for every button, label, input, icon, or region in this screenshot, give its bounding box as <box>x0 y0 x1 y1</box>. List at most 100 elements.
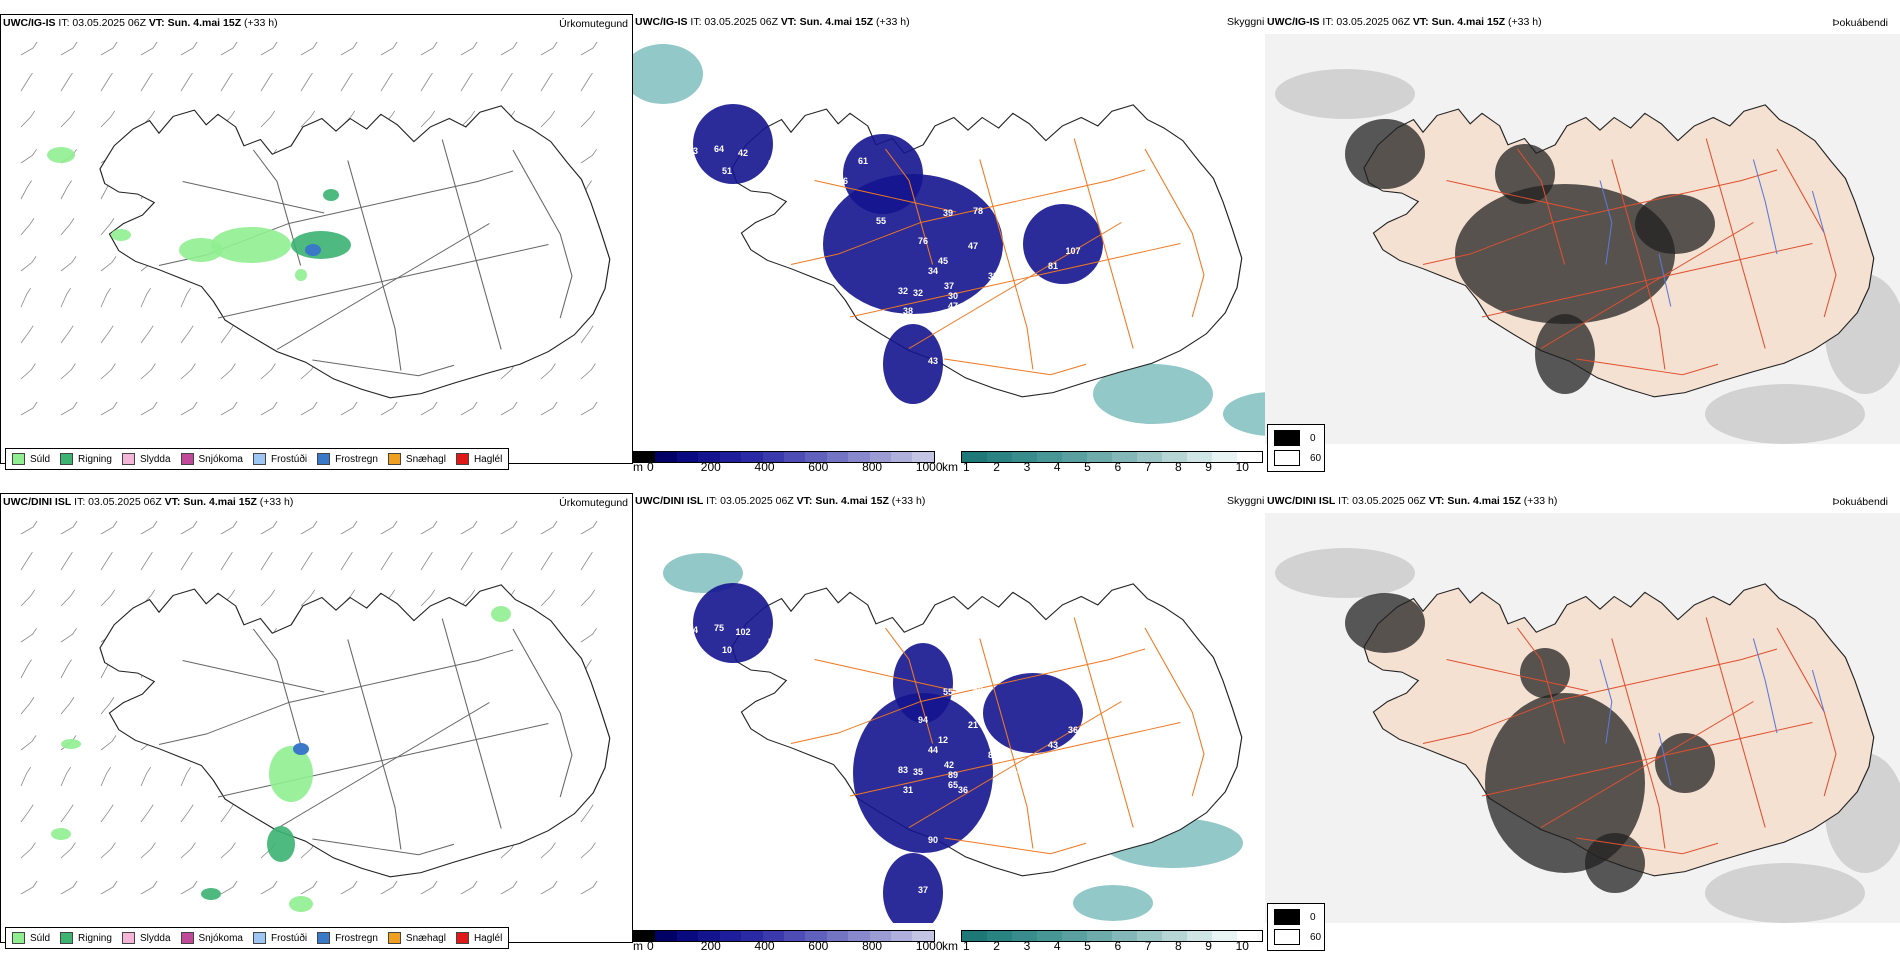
colorbar-segment <box>1187 931 1212 941</box>
height-label: 10 <box>722 645 732 655</box>
panel-header: UWC/IG-IS IT: 03.05.2025 06Z VT: Sun. 4.… <box>1267 16 1542 28</box>
height-label: 83 <box>898 765 908 775</box>
legend-item: Rigning <box>60 932 112 944</box>
wind-barb <box>100 41 118 56</box>
colorbar-tick: 1 <box>963 939 970 953</box>
cloud-key-value: 60 <box>1310 452 1322 464</box>
wind-barb <box>180 766 192 787</box>
wind-barb <box>540 880 558 895</box>
legend-swatch <box>60 453 74 465</box>
height-label: 43 <box>1018 905 1028 915</box>
height-label: 51 <box>722 166 732 176</box>
wind-barb <box>580 325 594 344</box>
colorbar-segment <box>891 452 913 462</box>
river-network <box>1599 638 1825 786</box>
wind-barb <box>580 589 596 607</box>
road-line <box>1776 148 1837 318</box>
wind-barb <box>340 520 358 535</box>
legend-swatch <box>252 453 266 465</box>
wind-barb <box>460 72 473 92</box>
wind-barb <box>420 589 436 607</box>
height-label: 89 <box>948 770 958 780</box>
colorbar-tick: 8 <box>1175 460 1182 474</box>
wind-barb <box>20 41 38 56</box>
colorbar-tick: 2 <box>993 460 1000 474</box>
road-line <box>1144 148 1205 318</box>
colorbar-segment <box>1062 452 1087 462</box>
wind-barb <box>140 363 156 380</box>
road-line <box>1073 138 1134 349</box>
colorbar-segment <box>783 931 806 941</box>
precip-area <box>289 896 313 912</box>
legend-swatch <box>252 932 266 944</box>
wind-barb <box>300 110 316 128</box>
road-line <box>182 181 325 214</box>
colorbar-segment <box>987 931 1012 941</box>
height-label: 68 <box>788 186 798 196</box>
height-label: 55 <box>876 216 886 226</box>
wind-barb <box>460 110 476 128</box>
wind-barb <box>260 110 276 128</box>
cloud-base-area <box>883 324 943 404</box>
wind-barb <box>20 589 36 607</box>
wind-barb <box>140 842 156 859</box>
colorbar-segment <box>826 931 849 941</box>
colorbar-segment <box>912 931 934 941</box>
visibility-fog <box>633 44 1265 436</box>
colorbar-segment <box>676 931 699 941</box>
wind-barb <box>460 41 478 56</box>
precip-panel-row1: UWC/IG-IS IT: 03.05.2025 06Z VT: Sun. 4.… <box>0 14 633 470</box>
wind-barb <box>580 363 596 380</box>
colorbar-tick: 9 <box>1205 460 1212 474</box>
colorbar-segment <box>783 452 806 462</box>
height-label: 46 <box>1008 291 1018 301</box>
legend-swatch <box>12 453 25 465</box>
colorbar-segment <box>762 931 784 941</box>
road-line <box>347 639 402 850</box>
wind-barb <box>380 520 398 535</box>
height-label: 160 <box>835 655 850 665</box>
wind-barb <box>60 589 76 607</box>
height-label: 34 <box>673 266 683 276</box>
wind-barb <box>140 804 154 823</box>
river-line <box>1811 190 1825 234</box>
road-line <box>252 628 302 745</box>
wind-barb <box>580 110 596 128</box>
height-ticks: 0 200 400 600 800 1000 <box>647 460 943 476</box>
cloud-base-area <box>853 693 993 853</box>
legend-label: Snæhagl <box>405 932 446 944</box>
wind-barb <box>60 842 76 859</box>
colorbar-tick: 200 <box>700 460 721 474</box>
colorbar-segment <box>719 931 742 941</box>
precip-areas <box>51 606 511 912</box>
road-line <box>884 148 934 265</box>
colorbar-tick: 2 <box>993 939 1000 953</box>
road-line <box>849 243 1181 318</box>
road-line <box>441 139 502 350</box>
road-line <box>979 638 1034 849</box>
cloud-key-swatch-0 <box>1274 909 1300 925</box>
height-label: 61 <box>858 156 868 166</box>
legend-swatch <box>455 453 469 465</box>
height-visibility-panel-row2: UWC/DINI ISL IT: 03.05.2025 06Z VT: Sun.… <box>633 493 1265 953</box>
road-line <box>1705 617 1766 828</box>
road-line <box>1576 837 1719 855</box>
colorbar-segment <box>1237 452 1262 462</box>
cloud-bg-area <box>1705 863 1865 923</box>
road-line <box>312 359 455 377</box>
cloud-key-swatch-0 <box>1274 430 1300 446</box>
colorbar-tick: 4 <box>1053 460 1061 474</box>
wind-barb <box>220 72 233 92</box>
road-line <box>1422 169 1778 265</box>
colorbar-segment <box>1162 452 1187 462</box>
legend-label: Snæhagl <box>405 453 446 465</box>
wind-barb <box>340 551 353 571</box>
wind-barb <box>20 880 38 895</box>
height-label: 49 <box>788 136 798 146</box>
road-line <box>217 244 549 319</box>
height-label: 32 <box>913 288 923 298</box>
wind-barb <box>60 401 78 416</box>
colorbar-segment <box>1012 452 1037 462</box>
wind-barb <box>60 363 76 380</box>
